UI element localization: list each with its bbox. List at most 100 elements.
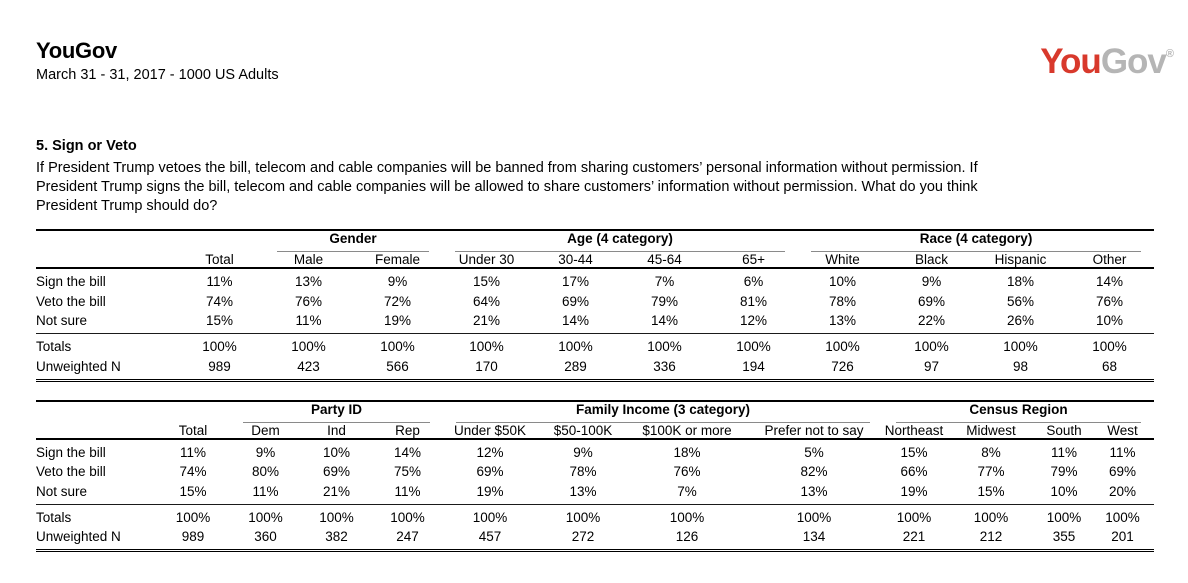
- table-row: Unweighted N 989 360 382 247 457 272 126 134 221 2…: [36, 527, 1154, 551]
- data-cell: 10%: [829, 274, 857, 289]
- data-cell: 272: [571, 529, 595, 544]
- data-cell: 100%: [380, 339, 415, 354]
- data-cell: 9%: [387, 274, 408, 289]
- data-cell: 100%: [472, 509, 508, 525]
- data-cell: 100%: [469, 339, 504, 354]
- data-cell: 19%: [383, 313, 412, 328]
- data-cell: 7%: [677, 483, 697, 499]
- row-label: Sign the bill: [36, 274, 106, 289]
- group-header-label: Census Region: [896, 402, 1142, 423]
- group-header-spacer: [36, 230, 264, 252]
- data-cell: 100%: [1046, 509, 1082, 525]
- data-cell: 19%: [476, 483, 504, 499]
- group-header: Race (4 category): [798, 230, 1154, 252]
- data-cell: 355: [1052, 529, 1076, 544]
- row-label: Unweighted N: [36, 529, 121, 544]
- column-header: 65+: [709, 252, 799, 269]
- data-cell: 989: [208, 358, 231, 374]
- data-cell: 14%: [393, 444, 422, 460]
- table-row: Sign the bill 11% 9% 10% 14% 12% 9% 18% 5% 15% 8% 1…: [36, 439, 1154, 462]
- group-header-label: Age (4 category): [455, 231, 786, 252]
- column-header: Ind: [301, 422, 372, 440]
- data-cell: 9%: [573, 444, 593, 460]
- group-header-row: Party ID Family Income (3 category) Census…: [36, 401, 1154, 423]
- group-header: Party ID: [230, 401, 443, 423]
- data-cell: 100%: [175, 509, 211, 525]
- data-cell: 18%: [673, 444, 701, 460]
- data-cell: 69%: [322, 464, 351, 479]
- data-cell: 69%: [562, 293, 590, 309]
- data-cell: 75%: [393, 464, 422, 479]
- data-cell: 14%: [1096, 274, 1124, 289]
- crosstab-table-politics: Party ID Family Income (3 category) Census…: [36, 399, 1155, 552]
- data-cell: 5%: [804, 444, 824, 460]
- data-cell: 100%: [390, 509, 425, 525]
- table-row: Sign the bill 11% 13% 9% 15% 17% 7% 6% 10% 9% 18% 1…: [36, 268, 1154, 291]
- table-row: Not sure 15% 11% 19% 21% 14% 14% 12% 13% 22% 26% 10…: [36, 311, 1154, 334]
- data-cell: 726: [831, 358, 854, 374]
- data-cell: 64%: [473, 293, 501, 309]
- data-cell: 11%: [179, 444, 207, 460]
- data-cell: 69%: [918, 293, 946, 309]
- data-cell: 10%: [322, 444, 351, 460]
- row-label: Unweighted N: [36, 358, 121, 374]
- column-header: Under 30: [442, 252, 532, 269]
- data-cell: 11%: [394, 483, 421, 499]
- data-cell: 79%: [651, 293, 679, 309]
- column-header: West: [1091, 422, 1155, 440]
- row-label: Veto the bill: [36, 464, 106, 479]
- column-header: Hispanic: [976, 252, 1066, 269]
- data-cell: 22%: [918, 313, 946, 328]
- column-header: Total: [156, 422, 230, 440]
- registered-mark-icon: ®: [1165, 48, 1174, 60]
- data-cell: 8%: [981, 444, 1001, 460]
- data-cell: 79%: [1050, 464, 1078, 479]
- column-header: $100K or more: [629, 422, 746, 440]
- group-header-spacer: [36, 401, 230, 423]
- data-cell: 100%: [1003, 339, 1038, 354]
- column-header: South: [1037, 422, 1092, 440]
- data-cell: 100%: [647, 339, 682, 354]
- data-cell: 21%: [473, 313, 501, 328]
- data-cell: 81%: [740, 293, 768, 309]
- data-cell: 56%: [1007, 293, 1035, 309]
- data-cell: 76%: [294, 293, 323, 309]
- data-cell: 15%: [473, 274, 501, 289]
- data-cell: 74%: [179, 464, 207, 479]
- data-cell: 100%: [736, 339, 771, 354]
- data-cell: 66%: [900, 464, 928, 479]
- data-cell: 78%: [829, 293, 857, 309]
- data-cell: 9%: [921, 274, 942, 289]
- data-cell: 68: [1102, 358, 1118, 374]
- data-cell: 74%: [205, 293, 234, 309]
- data-cell: 100%: [1105, 509, 1140, 525]
- question-heading: 5. Sign or Veto: [36, 138, 137, 154]
- data-cell: 336: [653, 358, 676, 374]
- data-cell: 11%: [206, 274, 233, 289]
- data-cell: 20%: [1109, 483, 1137, 499]
- data-cell: 289: [564, 358, 587, 374]
- table-row: Veto the bill 74% 80% 69% 75% 69% 78% 76% 82% 66%…: [36, 462, 1154, 482]
- data-cell: 100%: [248, 509, 283, 525]
- group-header: Family Income (3 category): [443, 401, 883, 423]
- data-cell: 19%: [900, 483, 928, 499]
- data-cell: 12%: [476, 444, 504, 460]
- data-cell: 13%: [800, 483, 828, 499]
- yougov-logo: YouGov®: [1040, 42, 1174, 82]
- data-cell: 82%: [800, 464, 828, 479]
- data-cell: 13%: [829, 313, 857, 328]
- group-header-row: Gender Age (4 category) Race (4 category): [36, 230, 1154, 252]
- data-cell: 11%: [1051, 444, 1078, 460]
- data-cell: 11%: [252, 483, 279, 499]
- column-header: Other: [1065, 252, 1155, 269]
- data-cell: 457: [478, 529, 502, 544]
- row-label: Veto the bill: [36, 293, 106, 309]
- data-cell: 10%: [1050, 483, 1078, 499]
- data-cell: 15%: [179, 483, 207, 499]
- data-cell: 14%: [562, 313, 590, 328]
- data-cell: 201: [1111, 529, 1134, 544]
- column-header: [36, 252, 175, 269]
- report-subtitle: March 31 - 31, 2017 - 1000 US Adults: [36, 67, 279, 83]
- column-header-row: Total Dem Ind Rep Under $50K $50-100K $100K or…: [36, 422, 1155, 440]
- column-header: White: [798, 252, 888, 269]
